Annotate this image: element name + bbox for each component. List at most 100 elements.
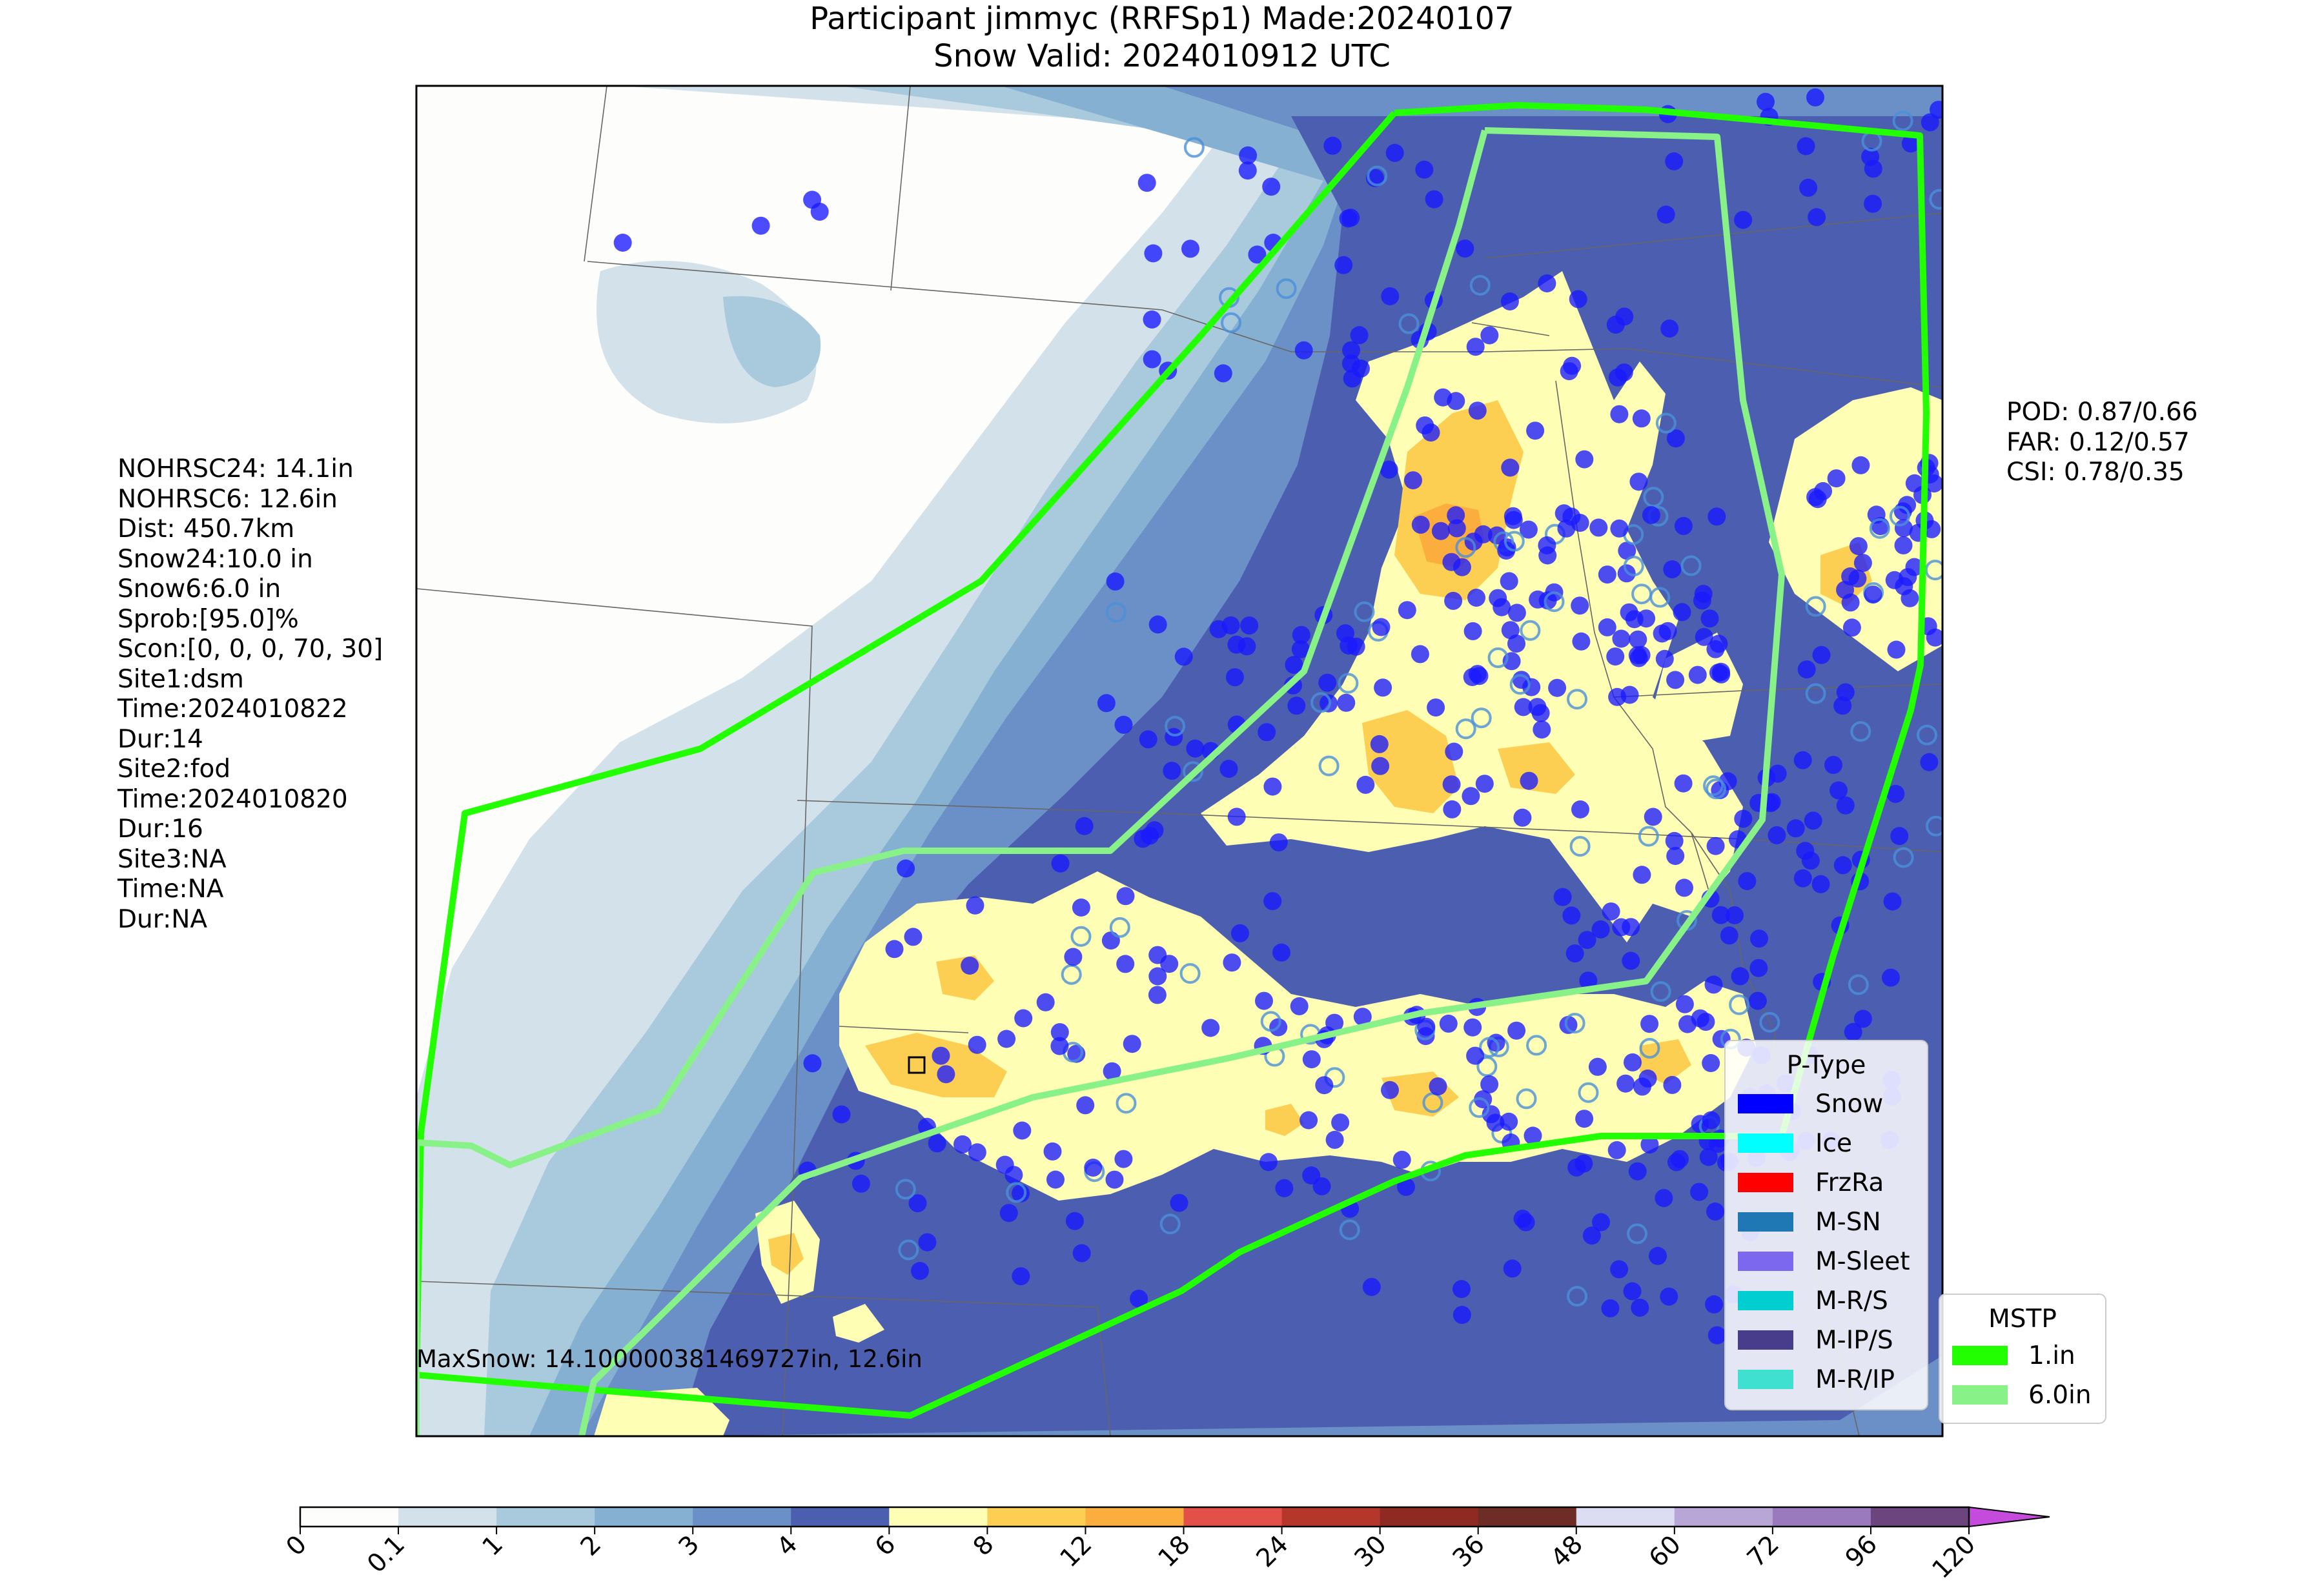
mstp-swatch-1 (1952, 1385, 2008, 1405)
obs-marker-snow (1629, 472, 1648, 491)
obs-marker-snow (1272, 943, 1290, 962)
snow-contour-8-westb (936, 955, 994, 1000)
obs-marker-snow (1137, 174, 1156, 192)
colorbar-segment (300, 1507, 399, 1527)
obs-marker-snow (1507, 635, 1525, 653)
obs-marker-snow (1702, 1111, 1720, 1130)
snow-contour-12 (1414, 503, 1485, 568)
obs-marker-snow (1553, 888, 1572, 906)
colorbar-tick-label: 4 (771, 1530, 803, 1561)
left-stat-line: Scon:[0, 0, 0, 70, 30] (117, 635, 383, 664)
obs-marker-snow (1601, 1299, 1620, 1317)
obs-marker-snow (1836, 683, 1855, 702)
ptype-label: Ice (1815, 1129, 1852, 1158)
obs-marker-snow (1894, 519, 1913, 538)
colorbar-tick-label: 2 (575, 1530, 607, 1561)
colorbar-segment (1576, 1507, 1675, 1527)
obs-marker-snow (1143, 350, 1161, 369)
obs-marker-snow (1538, 546, 1557, 565)
obs-marker-snow (1833, 856, 1852, 875)
colorbar-tick-label: 24 (1251, 1530, 1294, 1573)
obs-marker-snow (1720, 926, 1738, 945)
obs-marker-snow (1762, 793, 1781, 811)
obs-marker-snow (1500, 572, 1518, 591)
colorbar-segment (595, 1507, 693, 1527)
obs-marker-snow (1480, 1075, 1499, 1093)
obs-marker-mixed (1318, 755, 1340, 777)
obs-marker-snow (1620, 603, 1638, 622)
obs-marker-mixed (1159, 1213, 1181, 1235)
obs-marker-mixed (1516, 1088, 1537, 1110)
obs-marker-snow (1331, 1113, 1350, 1132)
obs-marker-snow (1890, 827, 1909, 846)
colorbar-tick-label: 60 (1644, 1530, 1687, 1573)
obs-marker-snow (1814, 482, 1832, 500)
obs-marker-snow (1489, 589, 1507, 607)
obs-marker-snow (1504, 511, 1523, 529)
obs-marker-mixed (1179, 963, 1201, 984)
obs-marker-snow (1655, 649, 1674, 668)
obs-marker-snow (1697, 1013, 1715, 1031)
obs-marker-snow (1160, 955, 1179, 973)
obs-marker-snow (961, 957, 979, 975)
obs-marker-snow (1143, 310, 1161, 329)
obs-marker-snow (1571, 800, 1589, 818)
obs-marker-mixed (1221, 312, 1241, 333)
obs-marker-snow (1709, 664, 1728, 682)
colorbar-segment (1772, 1507, 1871, 1527)
obs-marker-snow (1381, 1081, 1399, 1099)
obs-marker-snow (1141, 826, 1159, 845)
obs-marker-snow (1397, 1177, 1415, 1196)
obs-marker-snow (1064, 948, 1083, 966)
obs-marker-snow (1830, 781, 1848, 800)
obs-marker-snow (1072, 899, 1090, 917)
obs-marker-snow (1051, 854, 1070, 873)
obs-marker-snow (1519, 520, 1538, 539)
obs-marker-mixed (1109, 917, 1130, 938)
obs-marker-snow (1548, 678, 1567, 697)
left-stat-line: Dist: 450.7km (117, 514, 295, 543)
obs-marker-snow (1239, 146, 1258, 165)
obs-marker-snow (1201, 1019, 1220, 1037)
obs-marker-mixed (1455, 537, 1476, 558)
ptype-label: M-Sleet (1815, 1247, 1910, 1276)
obs-marker-snow (1660, 1287, 1678, 1306)
obs-marker-snow (1563, 356, 1582, 375)
obs-marker-snow (1905, 474, 1924, 492)
obs-marker-snow (1445, 742, 1463, 761)
colorbar-tick-label: 3 (673, 1530, 705, 1561)
obs-marker-snow (1350, 326, 1369, 345)
colorbar-tick-label: 36 (1447, 1530, 1491, 1573)
obs-marker-snow (1607, 1141, 1626, 1159)
obs-marker-mixed (1105, 602, 1126, 623)
snow-contour-6-north (1201, 271, 1743, 942)
obs-marker-mixed (1544, 591, 1565, 613)
left-stat-line: Dur:14 (117, 724, 203, 754)
obs-marker-snow (1609, 368, 1627, 387)
obs-marker-snow (1797, 660, 1816, 679)
obs-marker-snow (1123, 1035, 1141, 1053)
obs-marker-snow (851, 1174, 870, 1193)
obs-marker-snow (1352, 360, 1370, 378)
verification-stat-line: CSI: 0.78/0.35 (2006, 458, 2185, 487)
obs-marker-snow (1571, 596, 1589, 615)
obs-marker-mixed (1627, 1223, 1647, 1244)
obs-marker-snow (1675, 995, 1694, 1013)
ptype-swatch-m-r-s (1738, 1291, 1793, 1310)
left-stat-line: Time:2024010820 (117, 784, 348, 814)
obs-marker-snow (1633, 866, 1651, 884)
mstp-legend: MSTP 1.in 6.0in (1939, 1294, 2106, 1424)
obs-marker-snow (966, 896, 984, 915)
obs-marker-mixed (1889, 505, 1910, 527)
left-stat-line: Time:2024010822 (117, 695, 348, 724)
obs-marker-mixed (1471, 707, 1492, 729)
snow-contour-6-east (1769, 387, 1942, 671)
obs-marker-snow (803, 1054, 822, 1073)
obs-marker-mixed (1339, 1219, 1360, 1241)
obs-marker-mixed (1469, 1097, 1490, 1118)
obs-marker-snow (1447, 392, 1465, 411)
obs-marker-snow (1663, 1075, 1682, 1094)
obs-marker-snow (1447, 506, 1465, 525)
obs-marker-snow (1602, 902, 1620, 921)
obs-marker-snow (1675, 878, 1693, 897)
